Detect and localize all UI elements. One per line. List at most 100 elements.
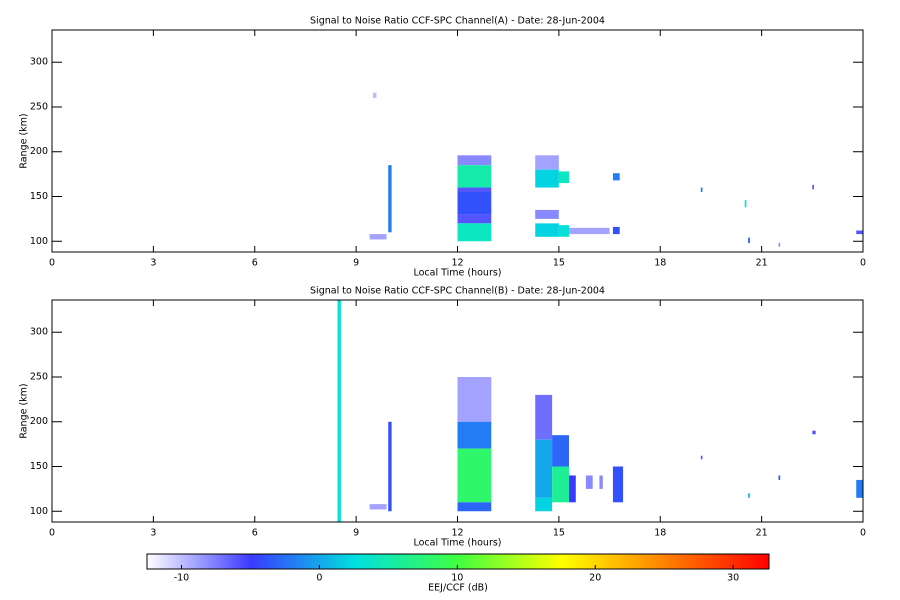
colorbar-strip bbox=[760, 554, 762, 569]
colorbar-strip bbox=[383, 554, 385, 569]
colorbar-strip bbox=[226, 554, 228, 569]
colorbar-strip bbox=[739, 554, 741, 569]
colorbar-strip bbox=[443, 554, 445, 569]
colorbar-strip bbox=[536, 554, 538, 569]
colorbar-strip bbox=[342, 554, 344, 569]
colorbar-strip bbox=[494, 554, 496, 569]
colorbar-strip bbox=[596, 554, 598, 569]
colorbar-strip bbox=[283, 554, 285, 569]
colorbar-strip bbox=[584, 554, 586, 569]
colorbar-strip bbox=[680, 554, 682, 569]
colorbar-strip bbox=[358, 554, 360, 569]
colorbar-strip bbox=[471, 554, 473, 569]
colorbar-strip bbox=[608, 554, 610, 569]
colorbar-strip bbox=[545, 554, 547, 569]
colorbar-strip bbox=[220, 554, 222, 569]
colorbar-strip bbox=[363, 554, 365, 569]
colorbar-strip bbox=[504, 554, 506, 569]
colorbar-strip bbox=[583, 554, 585, 569]
colorbar-strip bbox=[274, 554, 276, 569]
colorbar-strip bbox=[533, 554, 535, 569]
colorbar-strip bbox=[204, 554, 206, 569]
colorbar-strip bbox=[191, 554, 193, 569]
colorbar-strip bbox=[463, 554, 465, 569]
colorbar-strip bbox=[650, 554, 652, 569]
colorbar-strip bbox=[706, 554, 708, 569]
colorbar-strip bbox=[575, 554, 577, 569]
colorbar-strip bbox=[291, 554, 293, 569]
colorbar-strip bbox=[332, 554, 334, 569]
colorbar-strip bbox=[615, 554, 617, 569]
heatmap-cell bbox=[457, 376, 492, 422]
colorbar-strip bbox=[157, 554, 159, 569]
colorbar-strip bbox=[160, 554, 162, 569]
colorbar-strip bbox=[375, 554, 377, 569]
heatmap-cell bbox=[612, 466, 624, 503]
colorbar-strip bbox=[266, 554, 268, 569]
colorbar-strip bbox=[273, 554, 275, 569]
colorbar-strip bbox=[677, 554, 679, 569]
colorbar-strip bbox=[635, 554, 637, 569]
colorbar-strip bbox=[275, 554, 277, 569]
colorbar-strip bbox=[630, 554, 632, 569]
colorbar-strip bbox=[462, 554, 464, 569]
colorbar-strip bbox=[483, 554, 485, 569]
colorbar-strip bbox=[576, 554, 578, 569]
colorbar-strip bbox=[506, 554, 508, 569]
colorbar-strip bbox=[233, 554, 235, 569]
colorbar-strip bbox=[298, 554, 300, 569]
heatmap-cell bbox=[778, 475, 781, 480]
heatmap-cell bbox=[612, 226, 620, 235]
heatmap-cell bbox=[457, 223, 492, 242]
colorbar-strip bbox=[719, 554, 721, 569]
colorbar-strip bbox=[435, 554, 437, 569]
colorbar-strip bbox=[694, 554, 696, 569]
colorbar-strip bbox=[256, 554, 258, 569]
colorbar-strip bbox=[562, 554, 564, 569]
colorbar-strip bbox=[417, 554, 419, 569]
colorbar-strip bbox=[750, 554, 752, 569]
colorbar-strip bbox=[200, 554, 202, 569]
colorbar-strip bbox=[236, 554, 238, 569]
colorbar-strip bbox=[691, 554, 693, 569]
colorbar-strip bbox=[509, 554, 511, 569]
colorbar-strip bbox=[728, 554, 730, 569]
colorbar-strip bbox=[495, 554, 497, 569]
colorbar-strip bbox=[422, 554, 424, 569]
colorbar-strip bbox=[349, 554, 351, 569]
colorbar-strip bbox=[172, 554, 174, 569]
colorbar-strip bbox=[746, 554, 748, 569]
colorbar-strip bbox=[745, 554, 747, 569]
colorbar-strip bbox=[454, 554, 456, 569]
colorbar-strip bbox=[365, 554, 367, 569]
colorbar-strip bbox=[724, 554, 726, 569]
colorbar-strip bbox=[350, 554, 352, 569]
colorbar-strip bbox=[331, 554, 333, 569]
colorbar-strip bbox=[251, 554, 253, 569]
colorbar-strip bbox=[326, 554, 328, 569]
colorbar-strip bbox=[505, 554, 507, 569]
heatmap-cell bbox=[535, 209, 559, 219]
x-tick-label: 21 bbox=[756, 258, 768, 269]
colorbar-strip bbox=[184, 554, 186, 569]
colorbar-strip bbox=[409, 554, 411, 569]
colorbar-strip bbox=[149, 554, 151, 569]
colorbar-strip bbox=[594, 554, 596, 569]
x-tick-label: 6 bbox=[252, 258, 258, 269]
colorbar-strip bbox=[169, 554, 171, 569]
colorbar-strip bbox=[585, 554, 587, 569]
colorbar-strip bbox=[663, 554, 665, 569]
colorbar-strip bbox=[734, 554, 736, 569]
colorbar-strip bbox=[330, 554, 332, 569]
colorbar-strip bbox=[529, 554, 531, 569]
colorbar-strip bbox=[244, 554, 246, 569]
colorbar-strip bbox=[276, 554, 278, 569]
colorbar-strip bbox=[170, 554, 172, 569]
colorbar-strip bbox=[178, 554, 180, 569]
colorbar-strip bbox=[474, 554, 476, 569]
colorbar-strip bbox=[211, 554, 213, 569]
colorbar-strip bbox=[369, 554, 371, 569]
colorbar-strip bbox=[592, 554, 594, 569]
colorbar-strip bbox=[648, 554, 650, 569]
colorbar-strip bbox=[214, 554, 216, 569]
